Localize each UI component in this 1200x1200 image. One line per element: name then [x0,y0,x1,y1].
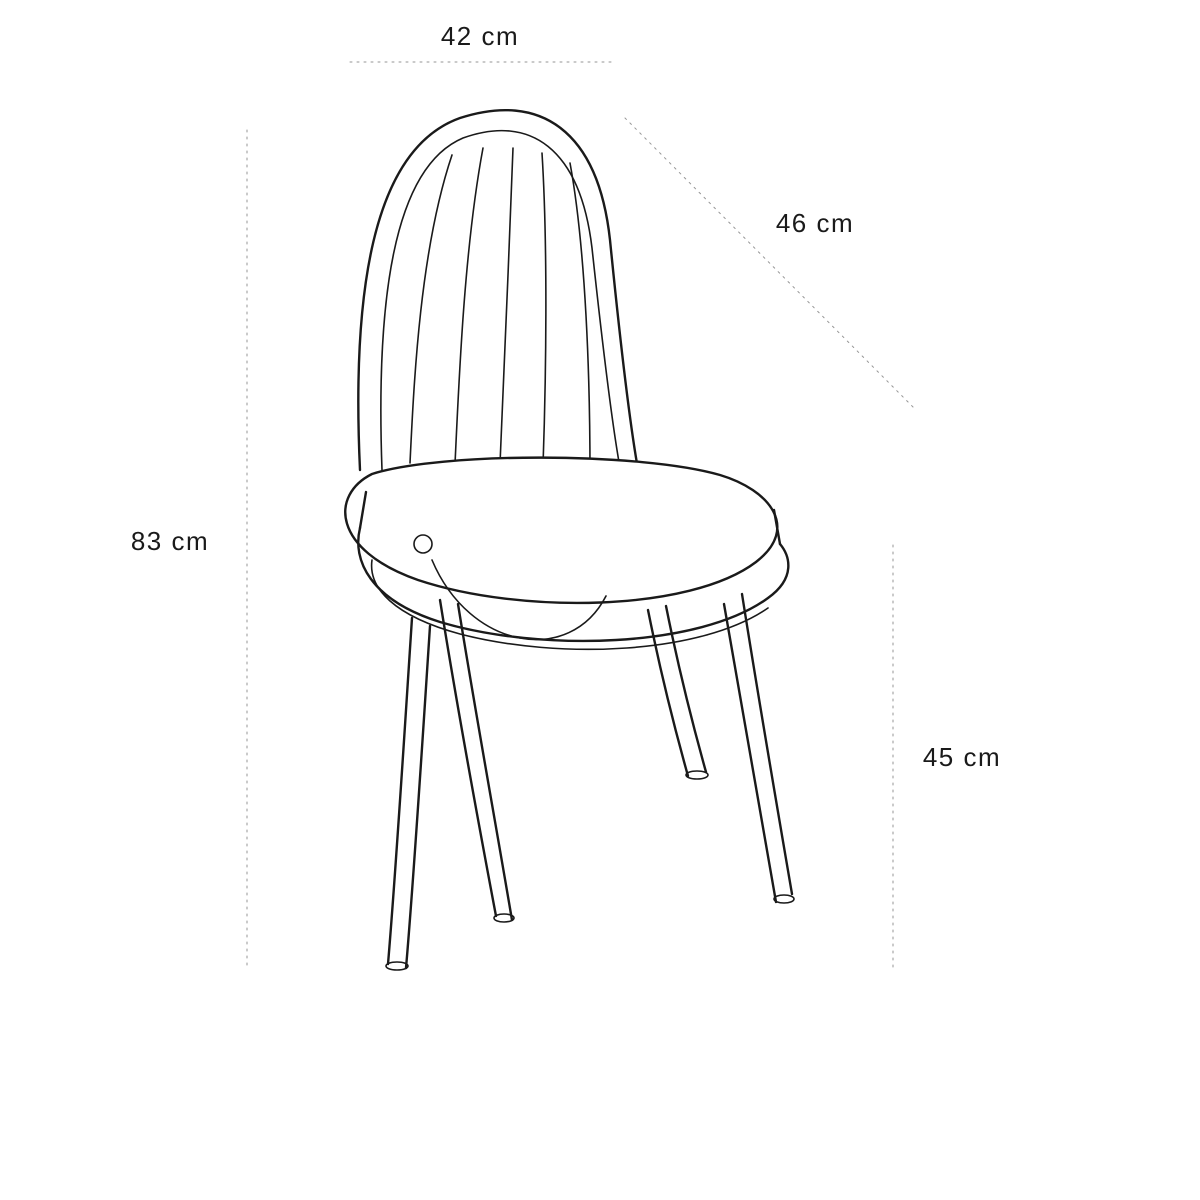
dim-width: 42 cm [441,21,519,51]
foot-front-left [386,962,408,970]
spindle-2 [455,148,483,464]
leg-back-left-2 [458,604,512,920]
guide-depth [625,118,916,410]
spindle-4 [542,153,546,466]
chair-drawing [345,110,794,970]
leg-front-left [388,618,412,964]
chair-dimension-diagram: 42 cm 46 cm 83 cm 45 cm [0,0,1200,1200]
spindle-5 [570,163,590,472]
foot-front-right [774,895,794,903]
leg-front-left-2 [406,626,430,968]
spindle-3 [500,148,513,464]
dim-height: 83 cm [131,526,209,556]
leg-back-left [440,600,496,916]
seat-top [345,458,777,603]
spindle-1 [410,155,452,463]
dim-seat-height: 45 cm [923,742,1001,772]
dim-depth: 46 cm [776,208,854,238]
foot-back-right [686,771,708,779]
